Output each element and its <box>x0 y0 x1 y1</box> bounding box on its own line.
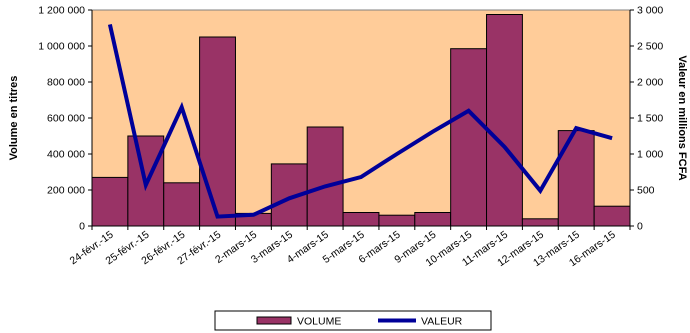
y2-axis-title: Valeur en millions FCFA <box>676 55 688 180</box>
y2-tick-label: 3 000 <box>637 5 663 17</box>
legend-volume-label: VOLUME <box>297 316 341 328</box>
y2-tick-label: 1 000 <box>637 149 663 161</box>
valeur-line <box>107 23 613 219</box>
volume-bar <box>450 48 488 227</box>
volume-bar <box>91 176 129 227</box>
volume-bar <box>414 212 452 227</box>
y2-tick-label: 1 500 <box>637 113 663 125</box>
y2-tick-label: 0 <box>637 221 643 233</box>
legend: VOLUME VALEUR <box>214 310 492 331</box>
volume-bars <box>91 14 631 227</box>
y-tick-label: 1 000 000 <box>38 41 85 53</box>
volume-bar <box>378 214 416 227</box>
left-axis: 0 200 000 400 000 600 000 800 000 1 000 000 1 … <box>38 5 93 233</box>
y-tick-label: 800 000 <box>47 77 85 89</box>
volume-bar <box>486 14 523 227</box>
y-tick-label: 200 000 <box>47 185 85 197</box>
volume-bar <box>593 205 631 227</box>
y-tick-label: 400 000 <box>47 149 85 161</box>
volume-bar <box>521 218 559 227</box>
volume-bar <box>342 212 380 227</box>
y-axis-title: Volume en titres <box>8 76 20 161</box>
legend-valeur-label: VALEUR <box>421 316 463 328</box>
volume-bar <box>557 130 595 227</box>
y-tick-label: 0 <box>79 221 85 233</box>
y2-tick-label: 2 000 <box>637 77 663 89</box>
legend-box <box>214 310 492 331</box>
y2-tick-label: 500 <box>637 185 655 197</box>
volume-bar <box>199 36 236 227</box>
right-axis: 0 500 1 000 1 500 2 000 2 500 3 000 <box>629 5 663 233</box>
volume-bar <box>306 126 344 227</box>
volume-bar <box>163 182 201 227</box>
legend-volume-swatch <box>256 316 292 325</box>
y-tick-label: 1 200 000 <box>38 5 85 17</box>
y2-tick-label: 2 500 <box>637 41 663 53</box>
x-axis: 24-févr.-1525-févr.-1526-févr.-1527-févr… <box>68 225 631 269</box>
y-tick-label: 600 000 <box>47 113 85 125</box>
